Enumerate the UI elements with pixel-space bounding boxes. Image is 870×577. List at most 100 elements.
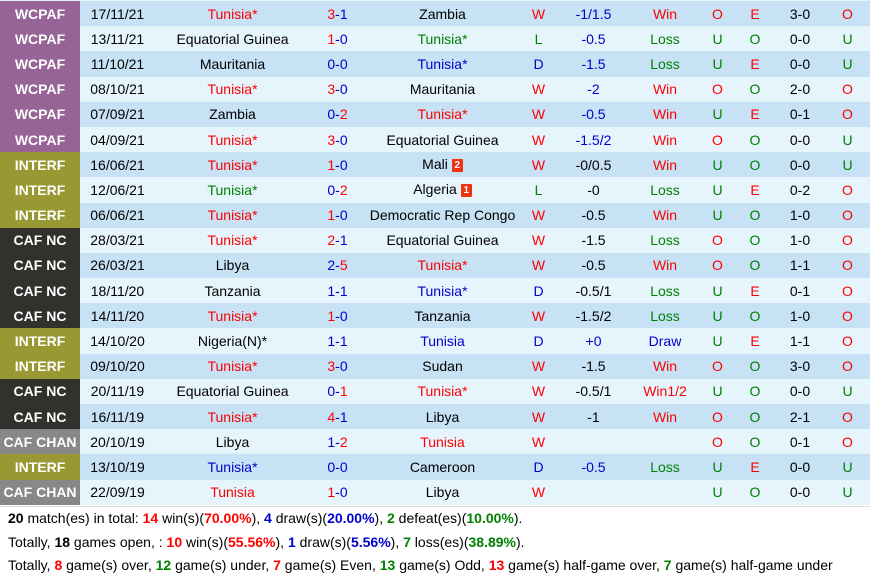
competition-badge[interactable]: INTERF	[0, 328, 80, 354]
away-team[interactable]: Tunisia*	[417, 282, 468, 299]
wins-count: 14	[142, 510, 159, 526]
competition-badge[interactable]: CAF NC	[0, 404, 80, 430]
home-team[interactable]: Tunisia	[210, 484, 255, 501]
competition-badge[interactable]: INTERF	[0, 152, 80, 178]
score-cell[interactable]: 0-2	[310, 101, 365, 127]
home-team[interactable]: Tunisia*	[207, 156, 258, 173]
score-cell[interactable]: 1-2	[310, 429, 365, 455]
score-cell[interactable]: 0-1	[310, 378, 365, 404]
competition-badge[interactable]: INTERF	[0, 353, 80, 379]
competition-badge[interactable]: CAF CHAN	[0, 479, 80, 505]
competition-badge[interactable]: CAF NC	[0, 303, 80, 329]
match-result: W	[520, 303, 557, 329]
half-time-over-under: O	[825, 353, 870, 379]
home-team[interactable]: Tunisia*	[207, 181, 258, 198]
away-team[interactable]: Algeria	[413, 181, 457, 198]
handicap-line: -1.5	[557, 51, 630, 77]
home-team[interactable]: Tunisia*	[207, 232, 258, 249]
away-team[interactable]: Democratic Rep Congo	[369, 207, 516, 224]
competition-badge[interactable]: WCPAF	[0, 126, 80, 153]
score-cell[interactable]: 1-1	[310, 328, 365, 354]
score-cell[interactable]: 1-0	[310, 479, 365, 505]
match-row: CAF CHAN 20/10/19 Libya 1-2 Tunisia W O O 0-1 O	[0, 429, 870, 455]
home-team[interactable]: Tunisia*	[207, 131, 258, 148]
away-team[interactable]: Tunisia	[420, 433, 465, 450]
score-cell[interactable]: 1-0	[310, 202, 365, 228]
away-team[interactable]: Mauritania	[409, 81, 476, 98]
summary-text: game(s) half-game over,	[504, 557, 664, 573]
away-team[interactable]: Equatorial Guinea	[386, 232, 499, 249]
home-team[interactable]: Tunisia*	[207, 207, 258, 224]
score-cell[interactable]: 3-0	[310, 353, 365, 379]
home-team[interactable]: Tanzania	[204, 282, 261, 299]
competition-badge[interactable]: CAF NC	[0, 252, 80, 279]
away-team[interactable]: Tunisia*	[417, 106, 468, 123]
home-team[interactable]: Tunisia*	[207, 5, 258, 22]
home-team[interactable]: Equatorial Guinea	[176, 30, 289, 47]
home-team[interactable]: Tunisia*	[207, 81, 258, 98]
score-cell[interactable]: 3-0	[310, 76, 365, 102]
score-cell[interactable]: 2-5	[310, 252, 365, 279]
score-cell[interactable]: 1-1	[310, 278, 365, 304]
over-count: 8	[54, 557, 63, 573]
handicap-result	[630, 429, 700, 455]
competition-badge[interactable]: WCPAF	[0, 26, 80, 52]
handicap-line: +0	[557, 328, 630, 354]
competition-badge[interactable]: CAF NC	[0, 227, 80, 253]
home-team[interactable]: Libya	[215, 433, 250, 450]
score-cell[interactable]: 0-2	[310, 177, 365, 203]
score-cell[interactable]: 3-0	[310, 126, 365, 153]
home-team[interactable]: Tunisia*	[207, 307, 258, 324]
home-team[interactable]: Zambia	[209, 106, 256, 123]
match-row: CAF NC 14/11/20 Tunisia* 1-0 Tanzania W -1.5/2…	[0, 303, 870, 329]
match-date: 26/03/21	[80, 252, 155, 279]
away-team[interactable]: Zambia	[419, 5, 466, 22]
score-cell[interactable]: 1-0	[310, 303, 365, 329]
score-cell[interactable]: 0-0	[310, 51, 365, 77]
away-team[interactable]: Tunisia*	[417, 383, 468, 400]
away-team[interactable]: Mali	[422, 156, 448, 173]
handicap-result: Win	[630, 202, 700, 228]
competition-badge[interactable]: WCPAF	[0, 76, 80, 102]
competition-badge[interactable]: CAF CHAN	[0, 429, 80, 455]
away-team[interactable]: Tunisia*	[417, 55, 468, 72]
away-team[interactable]: Tunisia*	[417, 30, 468, 47]
handicap-line: -0.5/1	[557, 378, 630, 404]
competition-badge[interactable]: WCPAF	[0, 101, 80, 127]
score-cell[interactable]: 0-0	[310, 454, 365, 480]
score-cell[interactable]: 2-1	[310, 227, 365, 253]
away-team[interactable]: Libya	[425, 484, 460, 501]
score-cell[interactable]: 1-0	[310, 152, 365, 178]
away-team[interactable]: Equatorial Guinea	[386, 131, 499, 148]
away-team[interactable]: Tanzania	[414, 307, 471, 324]
summary-text: defeat(es)(	[394, 510, 467, 526]
home-team[interactable]: Nigeria(N)*	[197, 333, 268, 350]
competition-badge[interactable]: INTERF	[0, 202, 80, 228]
score-separator: -	[335, 383, 340, 400]
over-under: U	[700, 152, 735, 178]
competition-badge[interactable]: INTERF	[0, 177, 80, 203]
home-team[interactable]: Libya	[215, 257, 250, 274]
competition-badge[interactable]: WCPAF	[0, 51, 80, 77]
home-team[interactable]: Tunisia*	[207, 458, 258, 475]
home-team[interactable]: Tunisia*	[207, 358, 258, 375]
home-team[interactable]: Mauritania	[199, 55, 266, 72]
away-team[interactable]: Tunisia*	[417, 257, 468, 274]
score-cell[interactable]: 3-1	[310, 1, 365, 27]
score-cell[interactable]: 4-1	[310, 404, 365, 430]
home-team[interactable]: Equatorial Guinea	[176, 383, 289, 400]
away-team[interactable]: Sudan	[422, 358, 463, 375]
away-team[interactable]: Cameroon	[409, 458, 476, 475]
handicap-result: Loss	[630, 51, 700, 77]
half-time-score: 0-2	[775, 177, 825, 203]
score-cell[interactable]: 1-0	[310, 26, 365, 52]
competition-badge[interactable]: INTERF	[0, 454, 80, 480]
competition-badge[interactable]: WCPAF	[0, 1, 80, 27]
handicap-losses-count: 7	[403, 533, 411, 550]
away-team[interactable]: Tunisia	[420, 333, 465, 350]
away-team[interactable]: Libya	[425, 408, 460, 425]
handicap-line: -0.5/1	[557, 278, 630, 304]
home-team[interactable]: Tunisia*	[207, 408, 258, 425]
competition-badge[interactable]: CAF NC	[0, 278, 80, 304]
competition-badge[interactable]: CAF NC	[0, 378, 80, 404]
